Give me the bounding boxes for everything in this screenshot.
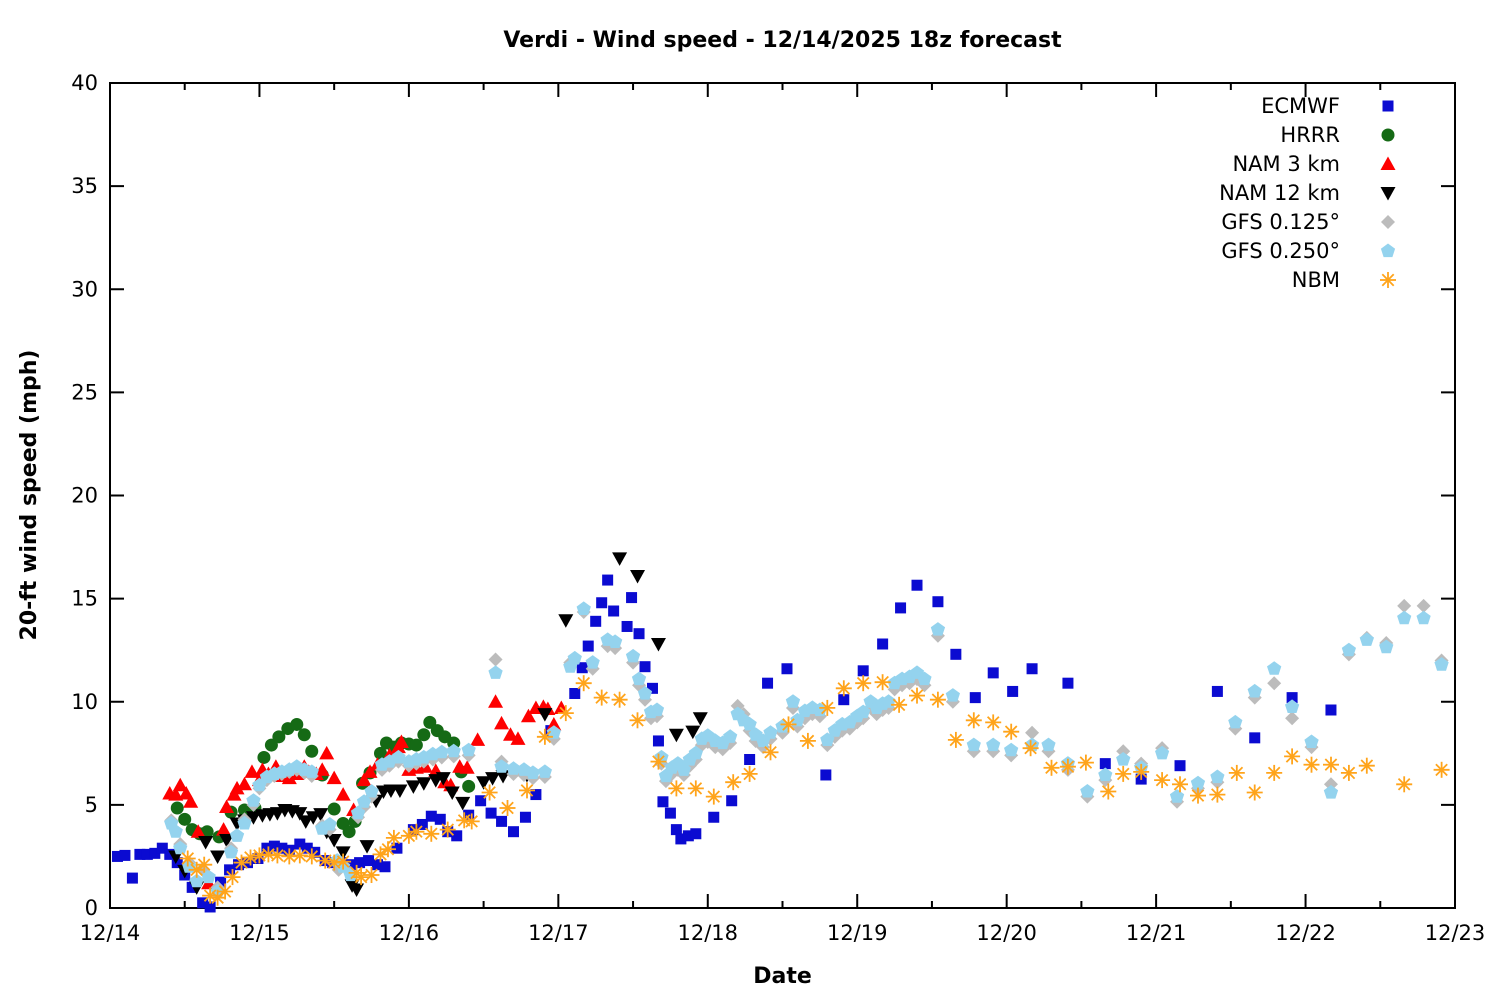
x-tick-label: 12/16 [379, 921, 440, 945]
legend-label-nam-12-km: NAM 12 km [1219, 181, 1340, 205]
x-tick-label: 12/20 [976, 921, 1037, 945]
chart-title: Verdi - Wind speed - 12/14/2025 18z fore… [503, 28, 1062, 53]
series-nam-12-km [168, 552, 708, 897]
legend-marker-triangle-down-icon [1380, 187, 1396, 201]
x-tick-label: 12/19 [827, 921, 888, 945]
y-tick-label: 10 [71, 690, 98, 714]
legend-label-nam-3-km: NAM 3 km [1232, 152, 1340, 176]
x-tick-label: 12/21 [1126, 921, 1187, 945]
x-tick-label: 12/23 [1425, 921, 1486, 945]
series-gfs-0-250- [164, 601, 1449, 898]
legend: ECMWF HRRR NAM 3 km NAM 12 km GFS 0.125° GFS … [1219, 94, 1396, 292]
axis-ticks [109, 82, 1456, 909]
legend-marker-pentagon-icon [1380, 243, 1396, 258]
legend-marker-diamond-icon [1381, 215, 1395, 229]
legend-marker-asterisk-icon [1380, 272, 1396, 288]
series-gfs-0-125- [164, 598, 1449, 895]
x-tick-label: 12/18 [678, 921, 739, 945]
legend-label-nbm: NBM [1292, 268, 1340, 292]
x-tick-label: 12/15 [229, 921, 290, 945]
y-tick-label: 5 [85, 793, 98, 817]
legend-marker-square-icon [1382, 100, 1394, 112]
y-tick-label: 40 [71, 71, 98, 95]
series-nbm [179, 674, 1450, 906]
x-axis-label: Date [753, 964, 812, 989]
legend-label-gfs-0-250-: GFS 0.250° [1221, 239, 1340, 263]
y-tick-label: 20 [71, 484, 98, 508]
plot-border [109, 82, 1456, 909]
y-tick-label: 35 [71, 174, 98, 198]
axis-tick-labels: 12/14 12/15 12/16 12/17 12/18 12/19 12/20 12/21… [71, 71, 1485, 945]
x-tick-label: 12/17 [528, 921, 589, 945]
x-tick-label: 12/14 [80, 921, 141, 945]
legend-label-hrrr: HRRR [1280, 123, 1340, 147]
legend-marker-circle-icon [1381, 128, 1395, 142]
y-tick-label: 0 [85, 896, 98, 920]
x-tick-label: 12/22 [1275, 921, 1336, 945]
y-tick-label: 30 [71, 277, 98, 301]
legend-label-gfs-0-125-: GFS 0.125° [1221, 210, 1340, 234]
series-hrrr [170, 715, 476, 844]
y-tick-label: 25 [71, 380, 98, 404]
legend-label-ecmwf: ECMWF [1261, 94, 1340, 118]
y-tick-label: 15 [71, 587, 98, 611]
legend-marker-triangle-up-icon [1380, 156, 1396, 170]
